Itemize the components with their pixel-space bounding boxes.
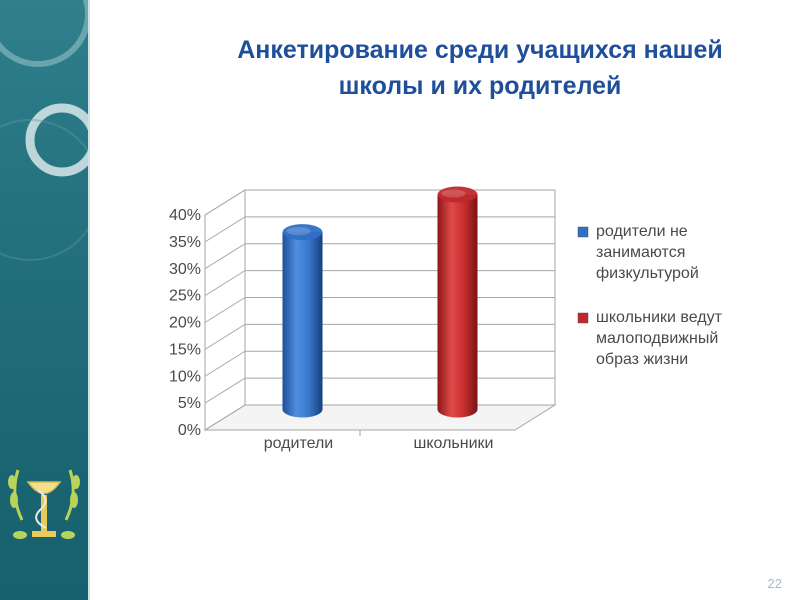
gridline-side — [204, 404, 246, 431]
y-tick-label: 0% — [178, 422, 201, 439]
bar-body — [437, 194, 478, 418]
sidebar-circles-decoration — [0, 0, 88, 539]
legend-label: малоподвижный — [596, 330, 718, 347]
legend-label: образ жизни — [596, 351, 688, 368]
gridline-side — [204, 270, 246, 297]
bar-top — [437, 186, 478, 203]
chart-bars — [282, 186, 478, 418]
chart-frame — [203, 189, 557, 436]
gridline-side — [204, 377, 246, 404]
y-tick-label: 15% — [169, 341, 201, 358]
legend-label: школьники ведут — [596, 309, 723, 326]
y-tick-label: 40% — [169, 207, 201, 224]
y-tick-label: 25% — [169, 288, 201, 305]
y-tick-label: 5% — [178, 395, 201, 412]
gridline-side — [204, 243, 246, 270]
bar-top — [282, 224, 323, 241]
bar-родители — [282, 224, 323, 418]
gridline-side — [204, 323, 246, 350]
legend-swatch — [577, 312, 589, 324]
bar-школьники — [437, 186, 478, 418]
legend-label: занимаются — [596, 244, 685, 261]
chalice-laurel-emblem — [8, 469, 80, 539]
bar-body — [282, 232, 323, 418]
x-category-label: родители — [264, 435, 334, 452]
y-tick-label: 35% — [169, 234, 201, 251]
gridline-side — [204, 297, 246, 323]
sidebar-edge — [88, 0, 90, 600]
bar-top-highlight — [286, 227, 311, 236]
gridline-side — [204, 189, 246, 216]
y-tick-label: 10% — [169, 368, 201, 385]
legend-label: физкультурой — [596, 265, 699, 282]
sidebar-panel — [0, 0, 88, 600]
gridline-side — [204, 350, 246, 377]
y-axis-ticks: 0% 5% 10% 15% 20% 25% 30% 35% 40% — [169, 207, 201, 439]
x-category-label: школьники — [414, 435, 494, 452]
chart-legend: родители не занимаются физкультурой школьни… — [577, 223, 723, 368]
legend-label: родители не — [596, 223, 688, 240]
y-tick-label: 20% — [169, 315, 201, 332]
y-tick-label: 30% — [169, 261, 201, 278]
gridline-side — [204, 216, 246, 243]
slide-number: 22 — [767, 576, 782, 591]
x-axis-categories: родители школьники — [264, 435, 494, 452]
chart-floor — [203, 404, 557, 431]
legend-swatch — [577, 226, 589, 238]
slide-title: Анкетирование среди учащихся нашей школы… — [237, 36, 723, 100]
bar-top-highlight — [441, 189, 466, 198]
